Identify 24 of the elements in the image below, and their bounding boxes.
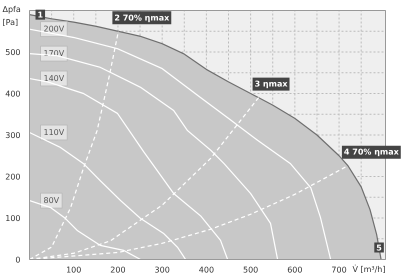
annotation: 4 70% ηmax [344, 148, 400, 157]
y-tick-label: 400 [5, 90, 21, 98]
x-tick-label: 600 [287, 266, 302, 274]
series-label: 80V [44, 196, 60, 206]
annotation: 3 ηmax [254, 80, 288, 89]
x-tick-label: 300 [154, 266, 170, 274]
x-tick-label: 700 [331, 266, 347, 274]
y-tick-label: 200 [5, 172, 21, 182]
y-tick-label: 0 [15, 256, 21, 264]
annotation: 2 70% ηmax [114, 13, 170, 22]
series-label: 110V [44, 128, 65, 138]
annotation: 5 [376, 244, 382, 252]
y-tick-label: 300 [5, 131, 21, 140]
y-tick-label: 500 [5, 48, 21, 57]
annotation: 1 [38, 10, 44, 20]
series-label: 200V [44, 24, 65, 34]
series-label: 140V [44, 74, 65, 84]
x-tick-label: 400 [198, 266, 214, 274]
x-tick-label: 100 [66, 266, 82, 274]
y-tick-label: 100 [5, 214, 21, 223]
y-axis-title: Δpfa [Pa] [2, 5, 21, 27]
x-tick-label: 500 [242, 266, 258, 274]
x-axis-title: V̇ [m³/h] [352, 264, 386, 274]
x-tick-label: 200 [110, 266, 126, 274]
